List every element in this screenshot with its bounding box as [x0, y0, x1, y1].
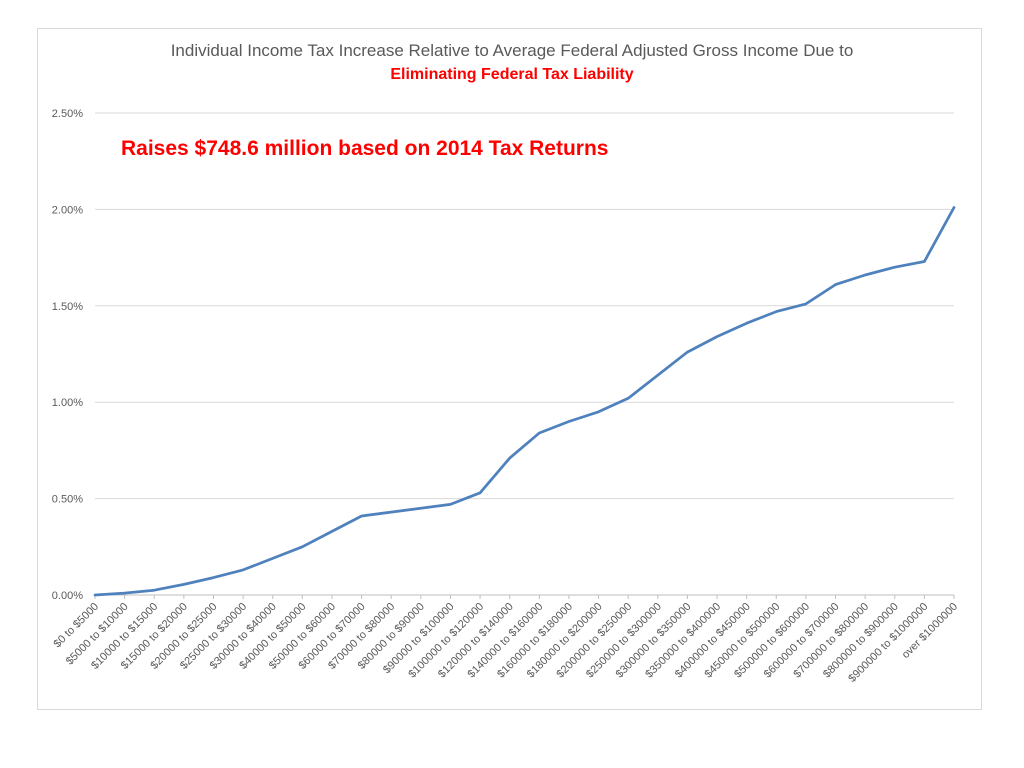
chart-title: Individual Income Tax Increase Relative … [170, 41, 854, 60]
data-point [538, 432, 541, 435]
y-tick-label: 2.50% [52, 108, 83, 120]
data-point [212, 576, 215, 579]
y-tick-label: 0.00% [52, 590, 83, 602]
y-axis-ticks: 0.00% 0.50% 1.00% 1.50% 2.00% 2.50% [52, 108, 83, 602]
data-point [449, 503, 452, 506]
data-point [271, 557, 274, 560]
y-tick-label: 1.50% [52, 301, 83, 313]
data-point [627, 397, 630, 400]
data-point [419, 507, 422, 510]
data-point [301, 545, 304, 548]
y-tick-label: 2.00% [52, 204, 83, 216]
data-point [94, 594, 96, 596]
data-point [864, 273, 867, 276]
data-point [123, 592, 126, 595]
data-point [834, 283, 837, 286]
x-axis-ticks: $0 to $5000$5000 to $10000$10000 to $150… [52, 595, 960, 685]
series-line [93, 206, 956, 597]
y-tick-label: 0.50% [52, 494, 83, 506]
data-point [893, 266, 896, 269]
data-point [656, 374, 659, 377]
data-point [597, 410, 600, 413]
chart-subtitle: Eliminating Federal Tax Liability [390, 66, 634, 83]
data-point [923, 260, 926, 263]
gridlines [95, 112, 954, 596]
chart-annotation: Raises $748.6 million based on 2014 Tax … [121, 137, 609, 160]
data-point [686, 351, 689, 354]
data-point [804, 302, 807, 305]
data-point [182, 583, 185, 586]
data-point [775, 310, 778, 313]
data-point [716, 335, 719, 338]
y-tick-label: 1.00% [52, 397, 83, 409]
data-point [953, 206, 955, 209]
data-point [508, 457, 511, 460]
data-point [153, 589, 156, 592]
data-point [242, 568, 245, 571]
data-point [567, 420, 570, 423]
data-point [390, 511, 393, 514]
data-point [745, 322, 748, 325]
data-point [330, 530, 333, 533]
data-point [360, 514, 363, 517]
data-point [479, 491, 482, 494]
series-layer [93, 206, 956, 597]
